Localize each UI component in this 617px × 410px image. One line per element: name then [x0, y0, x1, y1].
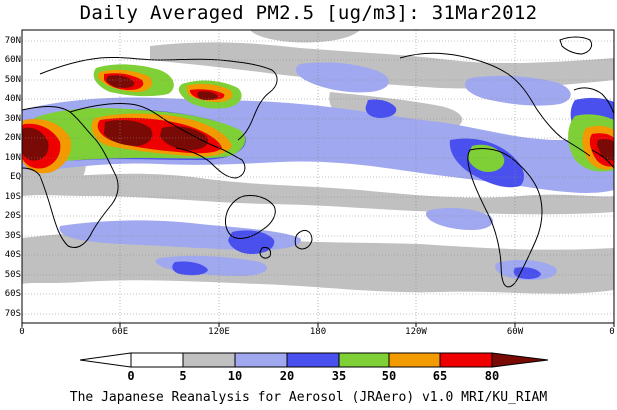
lon-label-120w: 120W	[405, 327, 427, 337]
colorbar-segment-35-50	[338, 352, 390, 368]
colorbar-segment-5-10	[182, 352, 236, 368]
lon-label-180: 180	[309, 327, 327, 337]
lat-label-60n: 60N	[4, 55, 21, 65]
colorbar-label-10: 10	[227, 369, 243, 383]
colorbar-segment-0-5	[130, 352, 184, 368]
colorbar	[79, 352, 549, 368]
figure-title: Daily Averaged PM2.5 [ug/m3]: 31Mar2012	[79, 2, 538, 24]
lat-label-40s: 40S	[4, 250, 21, 260]
lat-label-40n: 40N	[4, 94, 21, 104]
lat-label-50n: 50N	[4, 75, 21, 85]
lat-label-10n: 10N	[4, 153, 21, 163]
colorbar-label-20: 20	[279, 369, 295, 383]
lat-label-20n: 20N	[4, 133, 21, 143]
lon-label-0-right: 0	[609, 327, 615, 337]
lat-label-30s: 30S	[4, 231, 21, 241]
colorbar-segment-50-65	[388, 352, 441, 368]
lon-label-60w: 60W	[506, 327, 524, 337]
lat-label-10s: 10S	[4, 192, 21, 202]
colorbar-label-5: 5	[179, 369, 187, 383]
colorbar-label-0: 0	[127, 369, 135, 383]
colorbar-segment-10-20	[234, 352, 288, 368]
colorbar-label-65: 65	[432, 369, 448, 383]
lat-label-30n: 30N	[4, 114, 21, 124]
colorbar-label-35: 35	[331, 369, 347, 383]
lon-label-120e: 120E	[208, 327, 230, 337]
colorbar-segment-20-35	[286, 352, 340, 368]
lat-label-70s: 70S	[4, 309, 21, 319]
colorbar-segment-65-80	[439, 352, 493, 368]
lat-label-eq: EQ	[10, 172, 21, 182]
lat-label-50s: 50S	[4, 270, 21, 280]
lat-label-70n: 70N	[4, 36, 21, 46]
colorbar-low-extend	[79, 352, 132, 368]
colorbar-high-extend	[491, 352, 549, 368]
colorbar-label-80: 80	[484, 369, 500, 383]
gridlines	[22, 30, 614, 323]
lon-label-60e: 60E	[111, 327, 129, 337]
coastlines	[22, 36, 614, 288]
lat-label-20s: 20S	[4, 211, 21, 221]
lon-label-0-left: 0	[19, 327, 25, 337]
lat-label-60s: 60S	[4, 289, 21, 299]
colorbar-label-50: 50	[381, 369, 397, 383]
credit-line: The Japanese Reanalysis for Aerosol (JRA…	[69, 390, 548, 405]
tick-marks	[21, 323, 615, 327]
